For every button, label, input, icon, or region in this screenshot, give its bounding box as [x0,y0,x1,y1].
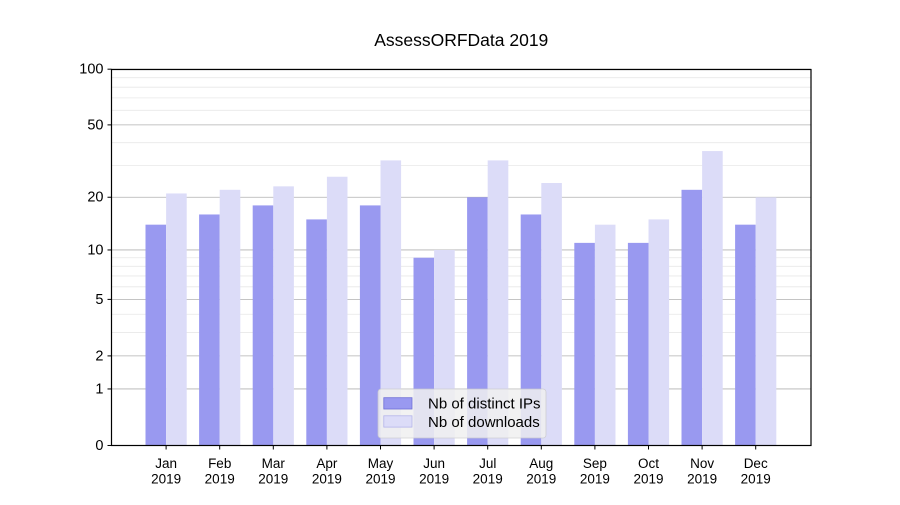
svg-text:Mar: Mar [262,456,286,471]
svg-text:2019: 2019 [205,471,235,486]
svg-text:Nb of distinct IPs: Nb of distinct IPs [428,396,541,413]
svg-text:2019: 2019 [419,471,449,486]
svg-text:2019: 2019 [526,471,556,486]
svg-text:Nb of downloads: Nb of downloads [428,414,540,431]
svg-text:2019: 2019 [365,471,395,486]
svg-text:Aug: Aug [529,456,553,471]
svg-text:2019: 2019 [473,471,503,486]
svg-text:50: 50 [87,117,103,133]
svg-text:5: 5 [95,292,103,308]
svg-text:Jun: Jun [423,456,445,471]
svg-text:May: May [368,456,394,471]
svg-text:1: 1 [95,381,103,397]
svg-text:2019: 2019 [258,471,288,486]
svg-text:AssessORFData 2019: AssessORFData 2019 [374,30,548,50]
svg-text:2019: 2019 [633,471,663,486]
svg-text:10: 10 [87,242,103,258]
svg-text:20: 20 [87,190,103,206]
svg-text:Oct: Oct [638,456,659,471]
svg-text:100: 100 [79,62,103,78]
svg-text:2019: 2019 [580,471,610,486]
svg-text:2019: 2019 [151,471,181,486]
svg-text:Dec: Dec [744,456,768,471]
svg-text:0: 0 [95,438,103,454]
svg-text:Nov: Nov [690,456,714,471]
svg-text:Jul: Jul [479,456,496,471]
svg-text:Feb: Feb [208,456,231,471]
svg-text:2019: 2019 [741,471,771,486]
svg-text:2019: 2019 [312,471,342,486]
svg-text:Apr: Apr [316,456,338,471]
svg-text:2019: 2019 [687,471,717,486]
svg-text:Sep: Sep [583,456,607,471]
svg-text:2: 2 [95,348,103,364]
svg-text:Jan: Jan [155,456,177,471]
